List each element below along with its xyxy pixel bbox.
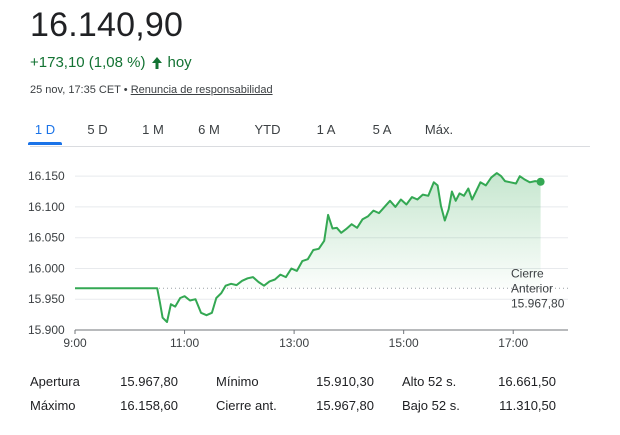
stat-label-bajo52: Bajo 52 s.	[402, 398, 460, 413]
price-line	[75, 172, 541, 323]
previous-close-label: Cierre	[511, 266, 544, 280]
x-tick-label: 11:00	[170, 336, 199, 350]
tab-ytd[interactable]: YTD	[254, 122, 281, 137]
stat-value-maximo: 16.158,60	[120, 398, 178, 413]
y-tick-label: 16.100	[28, 200, 65, 214]
stat-value-minimo: 15.910,30	[316, 374, 374, 389]
tabs-divider	[30, 146, 590, 147]
x-tick-label: 13:00	[279, 336, 309, 350]
stat-value-apertura: 15.967,80	[120, 374, 178, 389]
stat-value-bajo52: 11.310,50	[499, 398, 556, 413]
price-area	[75, 173, 541, 289]
price-chart[interactable]: 15.900 15.950 16.000 16.050 16.100 16.150 9:0…	[0, 150, 620, 355]
quote-meta: 25 nov, 17:35 CET • Renuncia de responsa…	[30, 84, 273, 96]
x-tick-label: 15:00	[389, 336, 419, 350]
x-tick-label: 9:00	[63, 336, 87, 350]
stat-label-minimo: Mínimo	[216, 374, 259, 389]
tab-1d[interactable]: 1 D	[20, 120, 70, 145]
y-tick-label: 16.000	[28, 261, 65, 275]
arrow-up-icon	[151, 56, 163, 70]
change-value: +173,10 (1,08 %)	[30, 54, 146, 71]
tab-5a[interactable]: 5 A	[372, 122, 392, 137]
y-tick-label: 16.150	[28, 169, 65, 183]
tab-6m[interactable]: 6 M	[198, 122, 220, 137]
stat-label-maximo: Máximo	[30, 398, 76, 413]
stat-value-alto52: 16.661,50	[498, 374, 556, 389]
y-tick-label: 15.900	[28, 323, 65, 337]
tab-1a[interactable]: 1 A	[316, 122, 336, 137]
current-price: 16.140,90	[30, 6, 184, 44]
stat-label-cierre-ant: Cierre ant.	[216, 398, 277, 413]
x-tick-label: 17:00	[498, 336, 528, 350]
y-axis: 15.900 15.950 16.000 16.050 16.100 16.150	[28, 169, 65, 337]
stats-row: Máximo 16.158,60 Cierre ant. 15.967,80 B…	[30, 398, 590, 422]
stats-table: Apertura 15.967,80 Mínimo 15.910,30 Alto…	[30, 374, 590, 422]
price-change: +173,10 (1,08 %) hoy	[30, 54, 192, 71]
previous-close-label-2: Anterior	[511, 281, 553, 295]
range-tabs: 1 D 5 D 1 M 6 M YTD 1 A 5 A Máx.	[20, 120, 468, 145]
quote-timestamp: 25 nov, 17:35 CET •	[30, 84, 128, 96]
tab-max[interactable]: Máx.	[424, 122, 454, 137]
previous-close-value: 15.967,80	[511, 296, 565, 310]
y-tick-label: 15.950	[28, 292, 65, 306]
tab-5d[interactable]: 5 D	[87, 122, 108, 137]
stat-label-apertura: Apertura	[30, 374, 80, 389]
y-tick-label: 16.050	[28, 231, 65, 245]
stat-value-cierre-ant: 15.967,80	[316, 398, 374, 413]
change-period: hoy	[167, 54, 192, 71]
last-price-dot	[536, 177, 545, 186]
disclaimer-link[interactable]: Renuncia de responsabilidad	[130, 84, 273, 96]
stat-label-alto52: Alto 52 s.	[402, 374, 457, 389]
stats-row: Apertura 15.967,80 Mínimo 15.910,30 Alto…	[30, 374, 590, 398]
x-axis: 9:00 11:00 13:00 15:00 17:00	[63, 330, 529, 350]
tab-1m[interactable]: 1 M	[142, 122, 164, 137]
